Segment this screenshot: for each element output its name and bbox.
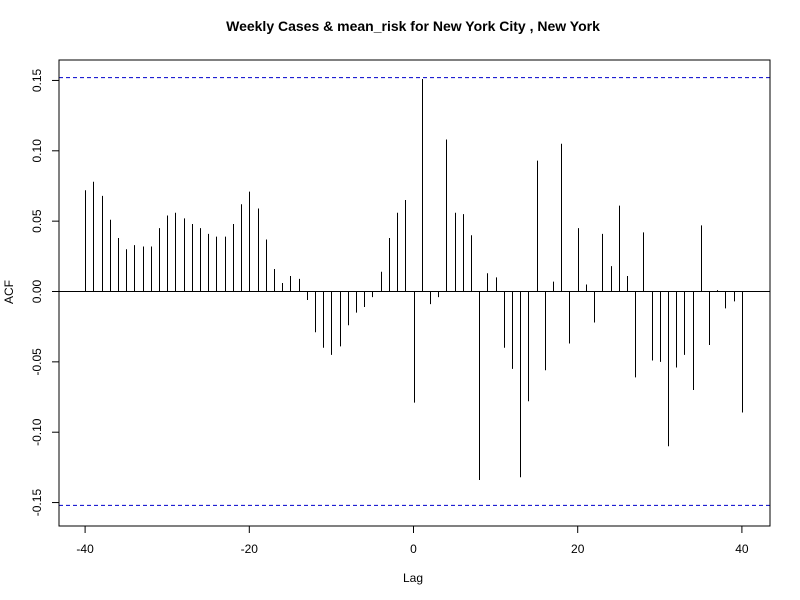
plot-frame bbox=[58, 59, 771, 527]
y-axis: -0.15 -0.10 -0.05 0.00 0.05 0.10 0.15 bbox=[30, 68, 59, 516]
y-tick-label: -0.15 bbox=[30, 489, 44, 517]
y-tick-label: -0.05 bbox=[30, 348, 44, 376]
y-tick-label: 0.15 bbox=[30, 68, 44, 92]
y-tick-label: 0.05 bbox=[30, 209, 44, 233]
acf-bars bbox=[85, 79, 743, 481]
x-tick-label: 0 bbox=[410, 542, 417, 556]
x-tick-label: 40 bbox=[735, 542, 749, 556]
x-axis: -40 -20 0 20 40 bbox=[76, 526, 749, 556]
x-tick-label: -40 bbox=[76, 542, 94, 556]
x-tick-label: 20 bbox=[571, 542, 585, 556]
y-axis-label: ACF bbox=[2, 280, 16, 304]
x-tick-label: -20 bbox=[241, 542, 259, 556]
y-tick-label: 0.00 bbox=[30, 279, 44, 303]
chart-title: Weekly Cases & mean_risk for New York Ci… bbox=[226, 18, 600, 34]
x-axis-label: Lag bbox=[403, 571, 423, 585]
y-tick-label: -0.10 bbox=[30, 418, 44, 446]
y-tick-label: 0.10 bbox=[30, 139, 44, 163]
